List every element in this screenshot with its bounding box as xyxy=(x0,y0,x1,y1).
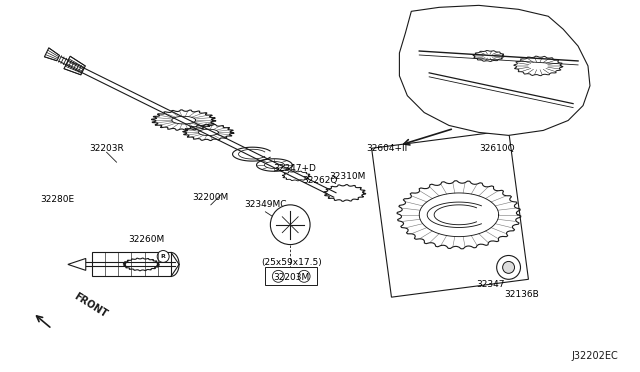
Circle shape xyxy=(298,270,310,282)
Text: J32202EC: J32202EC xyxy=(571,351,618,361)
Text: 32200M: 32200M xyxy=(193,193,229,202)
Polygon shape xyxy=(372,131,529,297)
Text: FRONT: FRONT xyxy=(72,291,109,319)
Polygon shape xyxy=(68,259,86,270)
Text: 32604+II: 32604+II xyxy=(366,144,407,153)
Text: 32203M: 32203M xyxy=(273,273,309,282)
Polygon shape xyxy=(64,56,85,75)
Text: 32347+D: 32347+D xyxy=(274,164,317,173)
Text: 32203R: 32203R xyxy=(89,144,124,153)
Circle shape xyxy=(497,256,520,279)
Circle shape xyxy=(270,205,310,244)
Bar xyxy=(92,253,171,276)
Circle shape xyxy=(502,262,515,273)
Circle shape xyxy=(273,270,284,282)
Text: 32260M: 32260M xyxy=(128,235,164,244)
Bar xyxy=(266,267,317,285)
Text: (25x59x17.5): (25x59x17.5) xyxy=(261,258,321,267)
Text: 32610Q: 32610Q xyxy=(479,144,515,153)
Text: 32136B: 32136B xyxy=(504,290,539,299)
Polygon shape xyxy=(399,5,590,135)
Text: 32262Q: 32262Q xyxy=(302,176,338,185)
Circle shape xyxy=(157,250,169,262)
Text: R: R xyxy=(161,254,166,259)
Text: 32347: 32347 xyxy=(476,280,505,289)
Text: 32310M: 32310M xyxy=(330,171,366,180)
Text: 32280E: 32280E xyxy=(40,195,74,204)
Text: 32349MC: 32349MC xyxy=(244,201,287,209)
Polygon shape xyxy=(44,48,60,61)
